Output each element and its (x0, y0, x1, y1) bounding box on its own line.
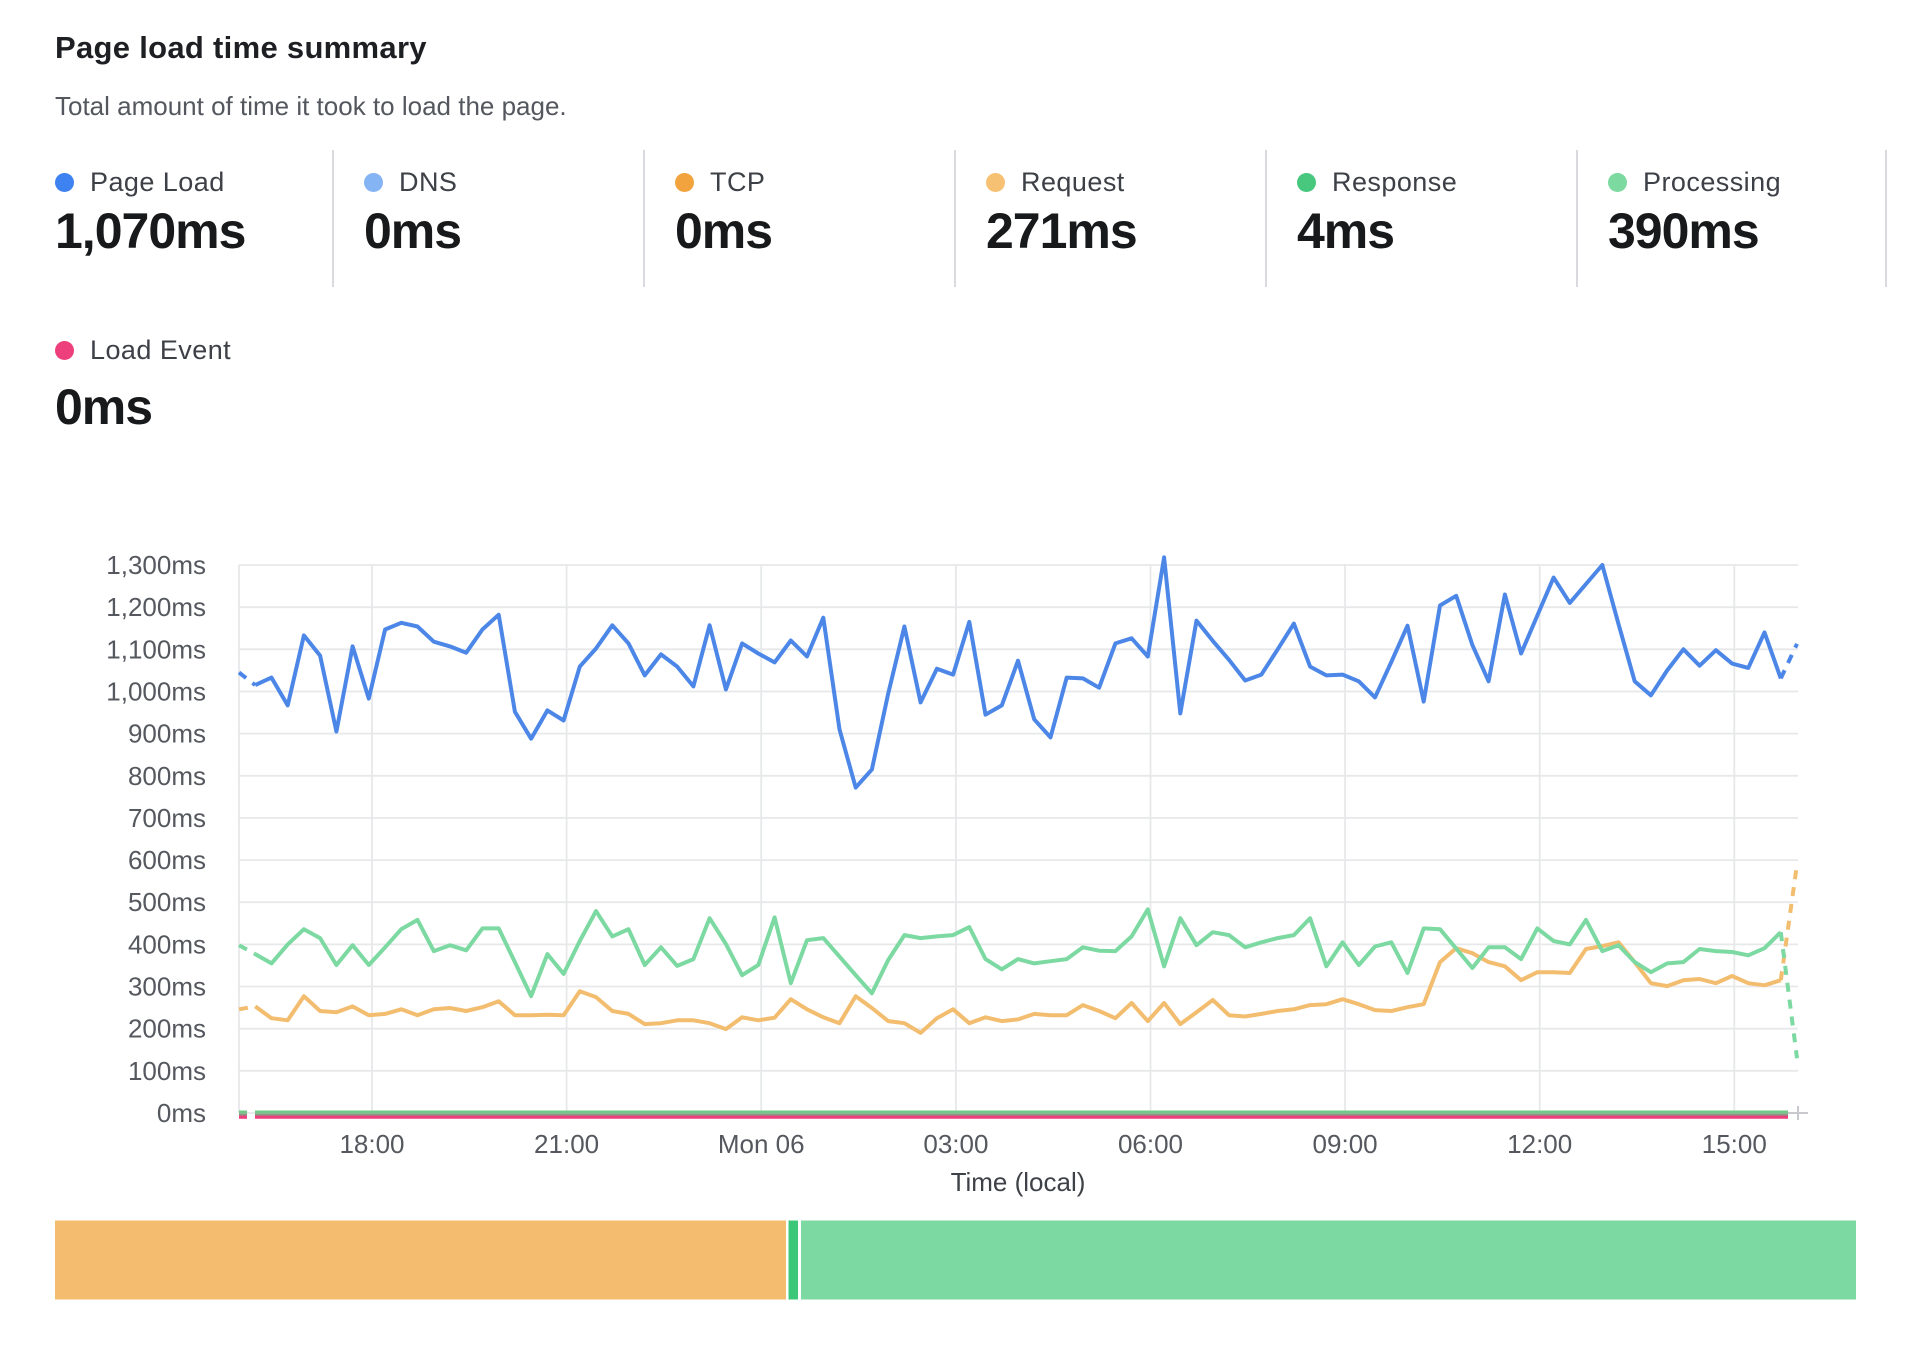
svg-text:100ms: 100ms (128, 1056, 206, 1086)
svg-text:300ms: 300ms (128, 972, 206, 1002)
svg-text:1,300ms: 1,300ms (106, 550, 206, 580)
svg-text:15:00: 15:00 (1702, 1129, 1767, 1159)
svg-text:1,100ms: 1,100ms (106, 634, 206, 664)
svg-text:Time (local): Time (local) (951, 1167, 1086, 1197)
svg-text:500ms: 500ms (128, 887, 206, 917)
svg-text:03:00: 03:00 (923, 1129, 988, 1159)
svg-text:900ms: 900ms (128, 719, 206, 749)
svg-text:09:00: 09:00 (1313, 1129, 1378, 1159)
svg-text:18:00: 18:00 (339, 1129, 404, 1159)
svg-text:21:00: 21:00 (534, 1129, 599, 1159)
svg-text:12:00: 12:00 (1507, 1129, 1572, 1159)
svg-text:Mon 06: Mon 06 (718, 1129, 805, 1159)
svg-text:06:00: 06:00 (1118, 1129, 1183, 1159)
svg-text:800ms: 800ms (128, 761, 206, 791)
svg-text:400ms: 400ms (128, 929, 206, 959)
svg-text:1,000ms: 1,000ms (106, 677, 206, 707)
svg-text:200ms: 200ms (128, 1014, 206, 1044)
svg-text:600ms: 600ms (128, 845, 206, 875)
svg-text:0ms: 0ms (157, 1098, 206, 1128)
svg-text:1,200ms: 1,200ms (106, 592, 206, 622)
svg-text:700ms: 700ms (128, 803, 206, 833)
